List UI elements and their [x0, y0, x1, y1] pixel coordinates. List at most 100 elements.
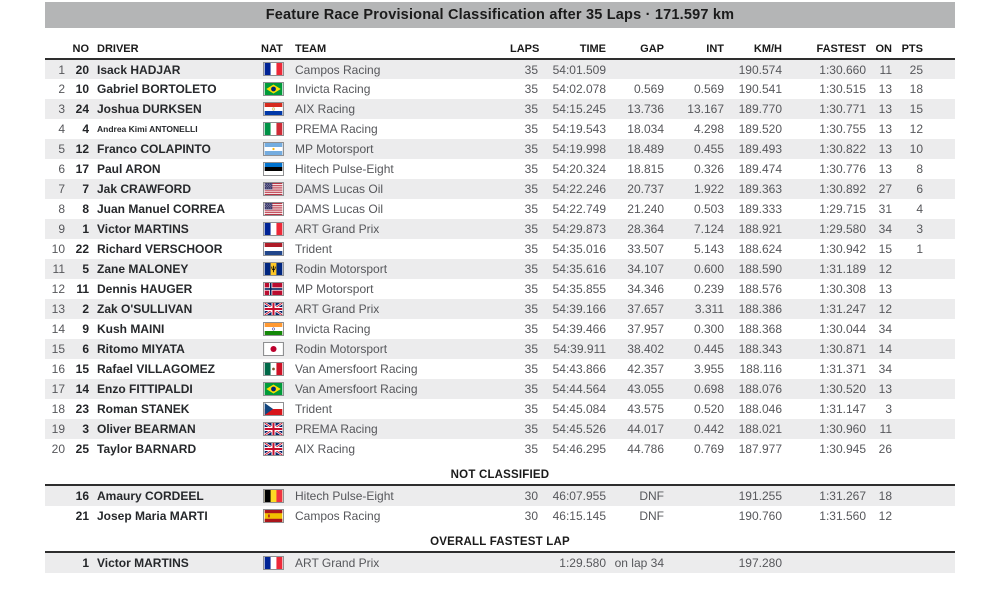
table-row: 6 17 Paul ARON Hitech Pulse-Eight 35 54:20.32… — [45, 159, 955, 179]
flag-icon-fr — [263, 555, 284, 570]
cell-gap: 42.357 — [627, 362, 664, 376]
table-row: 16 15 Rafael VILLAGOMEZ Van Amersfoort Raci… — [45, 359, 955, 379]
flag-icon-es — [263, 508, 284, 523]
cell-team: PREMA Racing — [295, 122, 378, 136]
cell-gap: 38.402 — [627, 342, 664, 356]
cell-kmh: 189.520 — [738, 122, 782, 136]
cell-points — [894, 299, 925, 319]
table-row: 3 24 Joshua DURKSEN AIX Racing 35 54:15.245 13… — [45, 99, 955, 119]
page-title-text: Feature Race Provisional Classification … — [265, 7, 735, 23]
overall-fastest-lap-heading: OVERALL FASTEST LAP — [45, 536, 955, 553]
cell-car-number: 14 — [75, 382, 89, 396]
cell-time: 54:22.749 — [552, 202, 606, 216]
cell-interval — [666, 553, 726, 573]
cell-driver-name: Victor MARTINS — [97, 556, 189, 570]
cell-filler — [925, 159, 955, 179]
cell-team: Van Amersfoort Racing — [295, 362, 418, 376]
cell-kmh: 188.921 — [738, 222, 782, 236]
cell-kmh: 189.770 — [738, 102, 782, 116]
cell-nationality — [259, 339, 293, 359]
cell-kmh: 188.021 — [738, 422, 782, 436]
cell-points — [894, 259, 925, 279]
cell-fastest-lap: 1:31.371 — [819, 362, 866, 376]
cell-car-number: 9 — [82, 322, 89, 336]
table-row: 14 9 Kush MAINI Invicta Racing 35 54:39.466 37… — [45, 319, 955, 339]
table-row: 17 14 Enzo FITTIPALDI Van Amersfoort Racing… — [45, 379, 955, 399]
overall-fastest-lap-table: 1 Victor MARTINS ART Grand Prix 1:29.580 on … — [45, 553, 955, 573]
cell-driver-name: Rafael VILLAGOMEZ — [97, 362, 216, 376]
cell-filler — [925, 419, 955, 439]
cell-interval — [666, 506, 726, 526]
cell-filler — [925, 339, 955, 359]
flag-icon-gb — [263, 441, 284, 456]
cell-laps — [508, 553, 540, 573]
cell-gap: DNF — [639, 509, 664, 523]
cell-nationality — [259, 439, 293, 459]
cell-fastest-on-lap: 15 — [878, 242, 892, 256]
not-classified-heading-text: NOT CLASSIFIED — [450, 469, 550, 481]
cell-fastest-on-lap: 13 — [878, 142, 892, 156]
cell-interval: 13.167 — [687, 102, 724, 116]
cell-nationality — [259, 259, 293, 279]
cell-kmh: 187.977 — [738, 442, 782, 456]
cell-gap: 21.240 — [627, 202, 664, 216]
cell-team: ART Grand Prix — [295, 302, 380, 316]
flag-icon-in — [263, 321, 284, 336]
cell-interval: 3.955 — [693, 362, 724, 376]
cell-fastest-on-lap: 11 — [879, 422, 892, 436]
cell-fastest-on-lap: 34 — [878, 222, 892, 236]
cell-interval: 0.455 — [693, 142, 724, 156]
cell-points — [894, 279, 925, 299]
cell-fastest-on-lap: 12 — [878, 302, 892, 316]
cell-points — [894, 486, 925, 506]
flag-icon-br — [263, 81, 284, 96]
cell-points — [894, 319, 925, 339]
cell-time: 1:29.580 — [559, 556, 606, 570]
cell-team: DAMS Lucas Oil — [295, 182, 384, 196]
cell-position: 5 — [58, 142, 65, 156]
cell-kmh: 188.343 — [738, 342, 782, 356]
cell-fastest-on-lap: 12 — [878, 262, 892, 276]
classification-section: NO DRIVER NAT TEAM LAPS TIME GAP INT KM/… — [45, 40, 955, 459]
cell-points: 10 — [909, 142, 923, 156]
cell-points: 25 — [909, 62, 923, 77]
cell-points: 12 — [909, 122, 923, 136]
table-row: 16 Amaury CORDEEL Hitech Pulse-Eight 30 46:0… — [45, 486, 955, 506]
col-header-no: NO — [67, 40, 91, 60]
cell-nationality — [259, 553, 293, 573]
table-row: 18 23 Roman STANEK Trident 35 54:45.084 43.575… — [45, 399, 955, 419]
col-header-on: ON — [868, 40, 894, 60]
flag-icon-jp — [263, 341, 284, 356]
cell-laps: 35 — [524, 322, 538, 336]
cell-fastest-lap: 1:30.892 — [819, 182, 866, 196]
cell-time: 54:20.324 — [552, 162, 606, 176]
overall-fastest-lap-heading-text: OVERALL FASTEST LAP — [430, 536, 570, 548]
cell-fastest-on-lap: 3 — [885, 402, 892, 416]
flag-icon-gb — [263, 301, 284, 316]
cell-gap: 20.737 — [627, 182, 664, 196]
page-title: Feature Race Provisional Classification … — [45, 2, 955, 28]
col-header-nat: NAT — [259, 40, 293, 60]
cell-team: Invicta Racing — [295, 82, 371, 96]
cell-interval: 0.239 — [693, 282, 724, 296]
cell-filler — [925, 506, 955, 526]
cell-position — [45, 486, 67, 506]
cell-fastest-lap: 1:30.520 — [819, 382, 866, 396]
table-row: 12 11 Dennis HAUGER MP Motorsport 35 54:35.85… — [45, 279, 955, 299]
cell-laps: 35 — [524, 142, 538, 156]
col-header-fastest: FASTEST — [784, 40, 868, 60]
table-row: 10 22 Richard VERSCHOOR Trident 35 54:35.016 3… — [45, 239, 955, 259]
cell-car-number: 6 — [82, 342, 89, 356]
cell-laps: 35 — [524, 122, 538, 136]
cell-kmh: 188.368 — [738, 322, 782, 336]
cell-interval: 0.442 — [693, 422, 724, 436]
cell-position: 13 — [51, 302, 65, 316]
cell-team: Trident — [295, 402, 332, 416]
cell-driver-name: Kush MAINI — [97, 322, 165, 336]
cell-nationality — [259, 79, 293, 99]
cell-driver-name: Juan Manuel CORREA — [97, 202, 226, 216]
cell-gap: 43.575 — [627, 402, 664, 416]
cell-position: 9 — [58, 222, 65, 236]
cell-nationality — [259, 159, 293, 179]
cell-kmh: 190.574 — [738, 62, 782, 77]
